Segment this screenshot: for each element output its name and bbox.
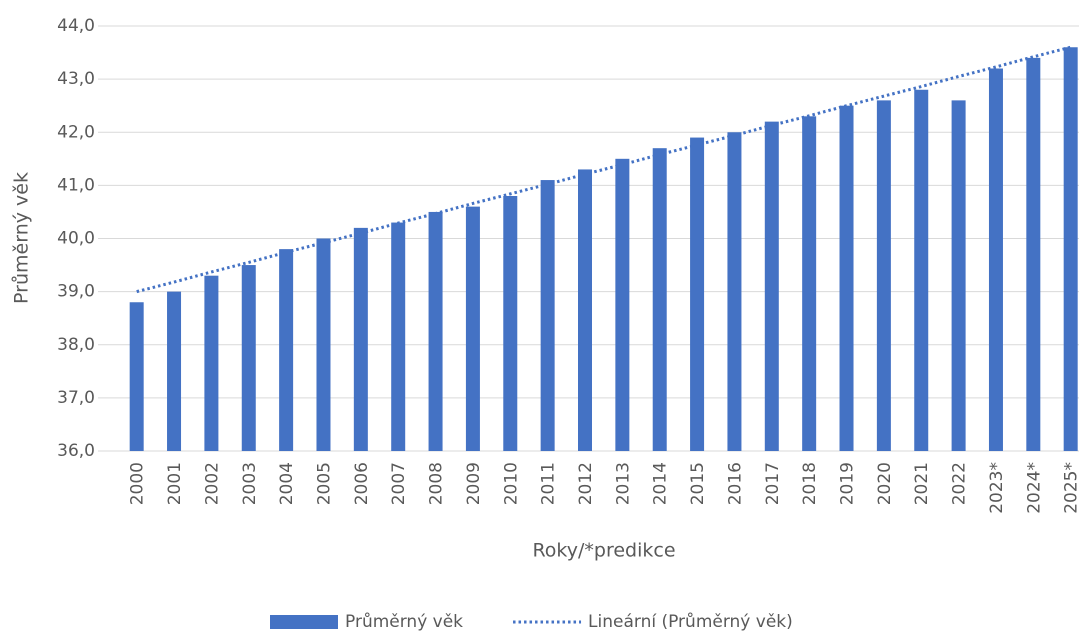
bar (428, 211, 443, 451)
bar (764, 121, 779, 451)
x-tick-label: 2024* (1024, 462, 1044, 514)
bar (316, 238, 331, 451)
bar (204, 275, 219, 451)
bar (727, 132, 742, 451)
bar (465, 206, 480, 451)
y-tick-label: 39,0 (57, 282, 95, 302)
x-tick-label: 2022 (950, 462, 970, 505)
x-tick-label: 2000 (128, 462, 148, 505)
y-tick-label: 40,0 (57, 229, 95, 249)
x-tick-label: 2013 (613, 462, 633, 505)
x-tick-label: 2019 (838, 462, 858, 505)
bar (279, 249, 294, 451)
x-tick-label: 2009 (464, 462, 484, 505)
y-tick-label: 42,0 (57, 122, 95, 142)
bar (167, 291, 182, 451)
bar (839, 105, 854, 451)
bar (951, 100, 966, 451)
x-tick-label: 2001 (165, 462, 185, 505)
x-tick-label: 2011 (539, 462, 559, 505)
bar (503, 196, 518, 451)
x-tick-label: 2025* (1062, 462, 1079, 514)
x-tick-label: 2010 (501, 462, 521, 505)
bar (876, 100, 891, 451)
x-tick-label: 2003 (240, 462, 260, 505)
y-tick-label: 36,0 (57, 441, 95, 461)
x-tick-label: 2014 (651, 462, 671, 505)
y-tick-label: 41,0 (57, 175, 95, 195)
x-tick-label: 2012 (576, 462, 596, 505)
x-tick-label: 2007 (389, 462, 409, 505)
bar (802, 116, 817, 451)
bar (578, 169, 592, 451)
x-tick-label: 2017 (763, 462, 783, 505)
x-tick-label: 2016 (725, 462, 745, 505)
x-tick-label: 2023* (987, 462, 1007, 514)
x-tick-label: 2015 (688, 462, 708, 505)
y-tick-label: 38,0 (57, 335, 95, 355)
x-tick-label: 2021 (912, 462, 932, 505)
bar (129, 302, 144, 451)
bar (1026, 57, 1041, 451)
bar (353, 227, 368, 451)
bar (391, 222, 406, 451)
bar (540, 180, 555, 451)
trend-line (136, 45, 1072, 294)
y-axis-title: Průměrný věk (11, 172, 33, 304)
x-tick-label: 2006 (352, 462, 372, 505)
bar (615, 158, 630, 451)
x-tick-label: 2018 (800, 462, 820, 505)
x-tick-label: 2004 (277, 462, 297, 505)
x-tick-label: 2005 (314, 462, 334, 505)
x-tick-label: 2002 (202, 462, 222, 505)
legend-label: Průměrný věk (345, 612, 463, 632)
bar (690, 137, 705, 451)
bar (652, 148, 667, 451)
y-tick-label: 43,0 (57, 69, 95, 89)
bar (1063, 47, 1078, 451)
legend-label: Lineární (Průměrný věk) (588, 612, 793, 632)
bar (241, 265, 256, 451)
bar (914, 89, 929, 451)
x-tick-label: 2008 (427, 462, 447, 505)
x-tick-label: 2020 (875, 462, 895, 505)
x-axis-title: Roky/*predikce (532, 540, 675, 562)
y-tick-label: 37,0 (57, 388, 95, 408)
y-tick-label: 44,0 (57, 16, 95, 36)
bar (988, 68, 1003, 451)
legend-swatch (270, 615, 338, 629)
